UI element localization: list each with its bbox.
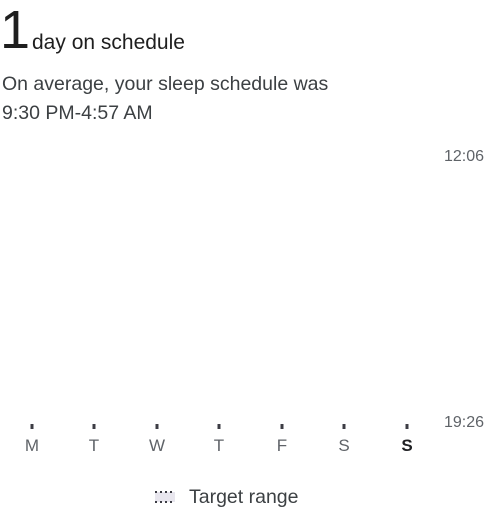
x-tick-mark <box>92 424 96 429</box>
day-label: S <box>338 436 349 455</box>
day-label: M <box>25 436 39 455</box>
legend-label: Target range <box>189 485 299 508</box>
summary-average-range: 9:30 PM-4:57 AM <box>2 102 153 124</box>
day-label: F <box>277 436 287 455</box>
x-tick-mark <box>30 424 34 429</box>
schedule-summary: On average, your sleep schedule was 9:30… <box>2 70 328 128</box>
on-schedule-count: 1 <box>0 0 31 60</box>
day-label: T <box>214 436 224 455</box>
x-tick-mark <box>217 424 221 429</box>
target-range-swatch-icon <box>155 488 175 506</box>
day-label: W <box>149 436 165 455</box>
y-tick-label: 19:26 <box>444 414 484 431</box>
day-label: S <box>401 436 412 455</box>
x-tick-mark <box>342 424 346 429</box>
chart-legend: Target range <box>155 484 299 510</box>
y-tick-label: 12:06 <box>444 148 484 165</box>
on-schedule-label: day on schedule <box>32 31 185 54</box>
x-tick-mark <box>405 424 409 429</box>
x-tick-mark <box>280 424 284 429</box>
summary-line-1: On average, your sleep schedule was <box>2 73 329 95</box>
day-label: T <box>89 436 99 455</box>
x-tick-mark <box>155 424 159 429</box>
